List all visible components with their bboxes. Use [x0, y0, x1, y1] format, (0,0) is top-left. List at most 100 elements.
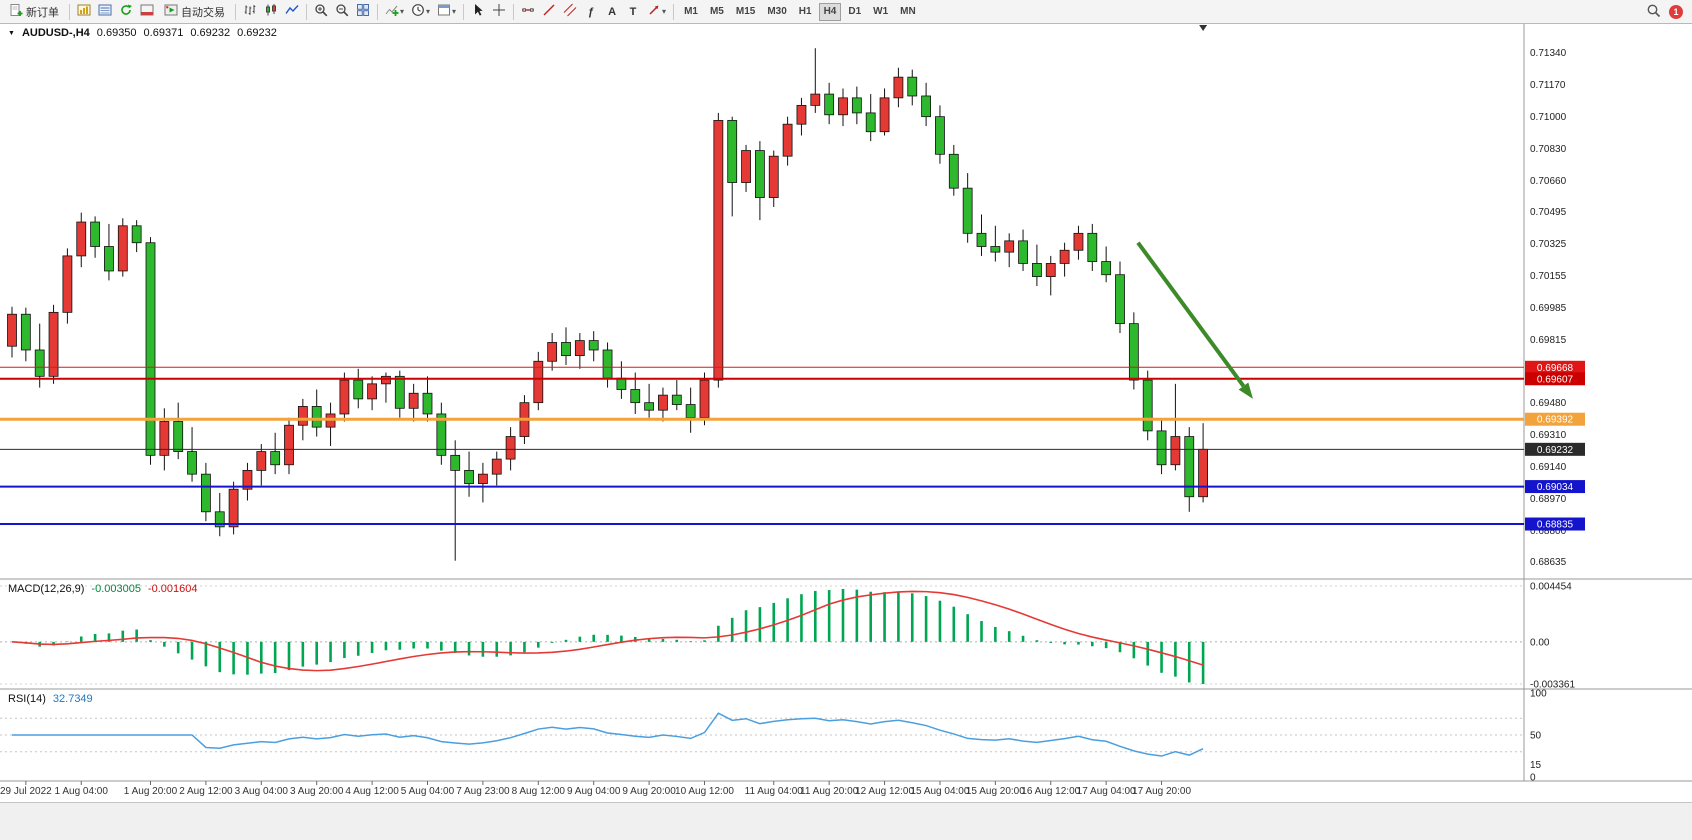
candlestick-chart-button[interactable] [261, 2, 281, 22]
navigator-button[interactable] [116, 2, 136, 22]
candle-up [339, 379, 350, 415]
periods-button[interactable]: ▾ [408, 2, 433, 22]
timeframe-h1-button[interactable]: H1 [794, 3, 817, 21]
candle-down [131, 225, 142, 244]
terminal-button[interactable] [137, 2, 157, 22]
macd-title: MACD(12,26,9) [8, 583, 85, 595]
price-tag [1525, 442, 1585, 456]
timeframe-m30-button[interactable]: M30 [762, 3, 791, 21]
candle-down [1115, 274, 1125, 325]
zoom-in-button[interactable] [311, 2, 331, 22]
toolbar: 新订单 自动交易 ▾ ▾ ▾ ƒ A T ▾ M1 M5 M15 M30 H1 H4 D1 W… [0, 0, 1692, 24]
autotrade-button[interactable]: 自动交易 [158, 2, 231, 22]
candle-up [699, 379, 710, 419]
candle-down [948, 153, 959, 189]
axis-label: -0.003361 [1530, 680, 1575, 691]
search-icon [1646, 3, 1661, 21]
axis-label: 3 Aug 04:00 [235, 786, 289, 797]
candle-up [893, 76, 904, 99]
new-order-icon [9, 3, 23, 20]
axis-label: 0.69310 [1530, 430, 1567, 441]
zoom-out-button[interactable] [332, 2, 352, 22]
candle-down [394, 375, 405, 409]
candle-down [824, 93, 835, 116]
templates-button[interactable]: ▾ [434, 2, 459, 22]
candle-up [367, 383, 378, 400]
indicators-button[interactable]: ▾ [382, 2, 407, 22]
channel-tool-button[interactable] [560, 2, 580, 22]
candle-down [685, 404, 696, 419]
arrows-tool-button[interactable]: ▾ [644, 2, 669, 22]
equidistant-channel-icon [563, 3, 577, 20]
crosshair-icon [492, 3, 506, 20]
autotrade-label: 自动交易 [181, 6, 225, 19]
label-tool-button[interactable]: T [623, 2, 643, 22]
timeframe-m15-button[interactable]: M15 [731, 3, 760, 21]
axis-label: 7 Aug 23:00 [456, 786, 510, 797]
bar-chart-button[interactable] [240, 2, 260, 22]
candle-up [1004, 240, 1015, 253]
timeframe-m1-button[interactable]: M1 [679, 3, 703, 21]
axis-label: 100 [1530, 689, 1547, 700]
axis-label: 0.69607 [1537, 374, 1574, 385]
ohlc-open: 0.69350 [96, 27, 137, 39]
candle-up [256, 451, 267, 471]
axis-label: 12 Aug 12:00 [855, 786, 914, 797]
fibonacci-tool-button[interactable]: ƒ [581, 2, 601, 22]
text-tool-button[interactable]: A [602, 2, 622, 22]
axis-label: 1 Aug 04:00 [55, 786, 109, 797]
timeframe-d1-button[interactable]: D1 [843, 3, 866, 21]
candle-up [1045, 263, 1056, 277]
timeframe-w1-button[interactable]: W1 [868, 3, 893, 21]
cursor-button[interactable] [468, 2, 488, 22]
fibonacci-icon: ƒ [587, 5, 595, 18]
candle-up [159, 421, 170, 456]
candle-down [588, 340, 599, 351]
trend-arrow-head[interactable] [1238, 382, 1253, 399]
rsi-line [12, 712, 1204, 757]
price-tag [1525, 412, 1585, 426]
candles [7, 48, 1208, 561]
candle-down [561, 342, 571, 357]
horizontal-line-tool-button[interactable] [518, 2, 538, 22]
trend-arrow-object[interactable] [1136, 241, 1246, 388]
candle-down [935, 116, 945, 155]
timeframe-m5-button[interactable]: M5 [705, 3, 729, 21]
timeframe-toolbar: M1 M5 M15 M30 H1 H4 D1 W1 MN [678, 2, 922, 21]
new-order-label: 新订单 [26, 6, 59, 19]
axis-label: 0.69480 [1530, 398, 1567, 409]
axis-label: 11 Aug 20:00 [800, 786, 859, 797]
candle-down [1128, 323, 1139, 381]
crosshair-button[interactable] [489, 2, 509, 22]
candle-down [755, 150, 765, 198]
timeframe-mn-button[interactable]: MN [895, 3, 921, 21]
timeframe-h4-button[interactable]: H4 [818, 2, 842, 21]
candle-down [671, 394, 682, 405]
candle-up [658, 394, 668, 411]
macd-histogram [24, 589, 1205, 684]
axis-label: 8 Aug 12:00 [512, 786, 566, 797]
toolbar-separator [306, 3, 307, 20]
macd-main-value: -0.003005 [91, 583, 141, 595]
data-window-button[interactable] [95, 2, 115, 22]
axis-label: 0.70660 [1530, 176, 1567, 187]
search-button[interactable] [1643, 2, 1664, 22]
new-order-button[interactable]: 新订单 [3, 2, 65, 22]
tile-windows-icon [356, 3, 370, 20]
candle-down [962, 187, 973, 234]
trendline-tool-button[interactable] [539, 2, 559, 22]
notification-badge[interactable]: 1 [1669, 4, 1683, 19]
axis-label: 0.69985 [1530, 303, 1567, 314]
candle-down [851, 97, 862, 114]
candle-down [727, 120, 738, 183]
market-watch-button[interactable] [74, 2, 94, 22]
line-chart-button[interactable] [282, 2, 302, 22]
tile-windows-button[interactable] [353, 2, 373, 22]
candle-down [311, 406, 322, 428]
candle-down [921, 95, 931, 118]
dropdown-arrow-icon: ▾ [426, 7, 431, 16]
candle-up [810, 93, 821, 106]
candle-down [270, 451, 281, 466]
axis-label: 0.00 [1530, 637, 1550, 648]
candle-down [644, 402, 654, 411]
